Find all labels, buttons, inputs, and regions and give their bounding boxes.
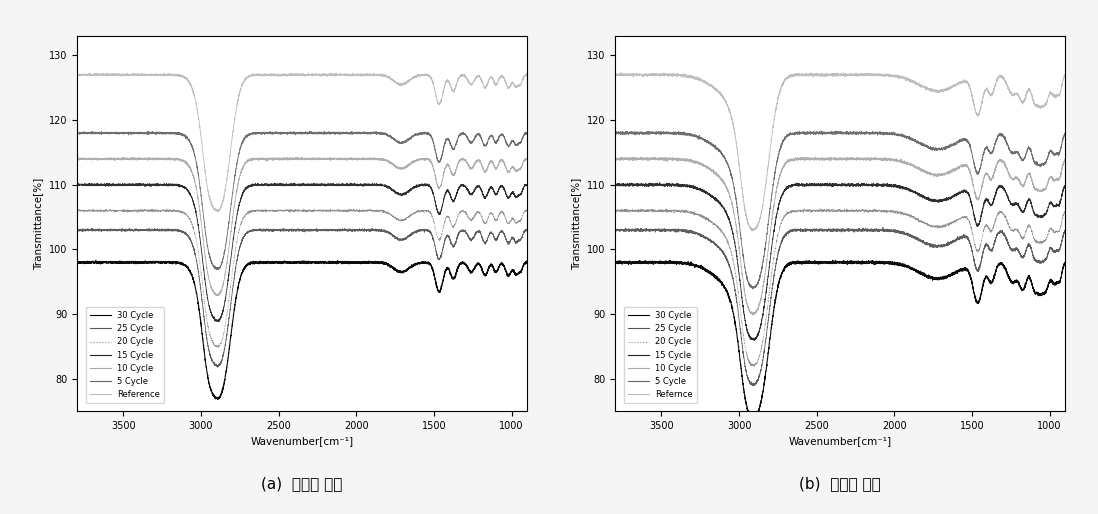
Y-axis label: Transmittance[%]: Transmittance[%] [33, 177, 43, 270]
Legend: 30 Cycle, 25 Cycle, 20 Cycle, 15 Cycle, 10 Cycle, 5 Cycle, Reference: 30 Cycle, 25 Cycle, 20 Cycle, 15 Cycle, … [86, 307, 165, 403]
X-axis label: Wavenumber[cm⁻¹]: Wavenumber[cm⁻¹] [788, 436, 892, 447]
X-axis label: Wavenumber[cm⁻¹]: Wavenumber[cm⁻¹] [250, 436, 354, 447]
Legend: 30 Cycle, 25 Cycle, 20 Cycle, 15 Cycle, 10 Cycle, 5 Cycle, Refernce: 30 Cycle, 25 Cycle, 20 Cycle, 15 Cycle, … [624, 307, 697, 403]
Y-axis label: Transmittance[%]: Transmittance[%] [571, 177, 581, 270]
Text: (a)  지지층 소재: (a) 지지층 소재 [261, 476, 343, 491]
Text: (b)  표면층 소재: (b) 표면층 소재 [799, 476, 881, 491]
